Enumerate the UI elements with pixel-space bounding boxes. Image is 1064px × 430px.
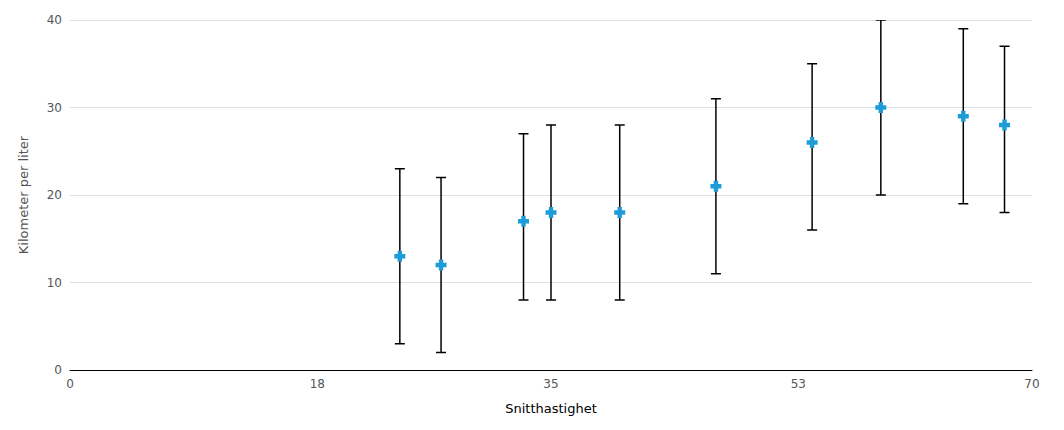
svg-text:53: 53 [791,377,806,391]
svg-text:Snitthastighet: Snitthastighet [505,401,597,416]
svg-text:70: 70 [1024,377,1039,391]
svg-text:20: 20 [47,188,62,202]
svg-text:0: 0 [66,377,74,391]
svg-text:Kilometer per liter: Kilometer per liter [16,135,31,254]
svg-text:40: 40 [47,13,62,27]
svg-text:18: 18 [310,377,325,391]
svg-text:0: 0 [54,363,62,377]
svg-text:30: 30 [47,101,62,115]
svg-text:35: 35 [543,377,558,391]
svg-text:10: 10 [47,276,62,290]
